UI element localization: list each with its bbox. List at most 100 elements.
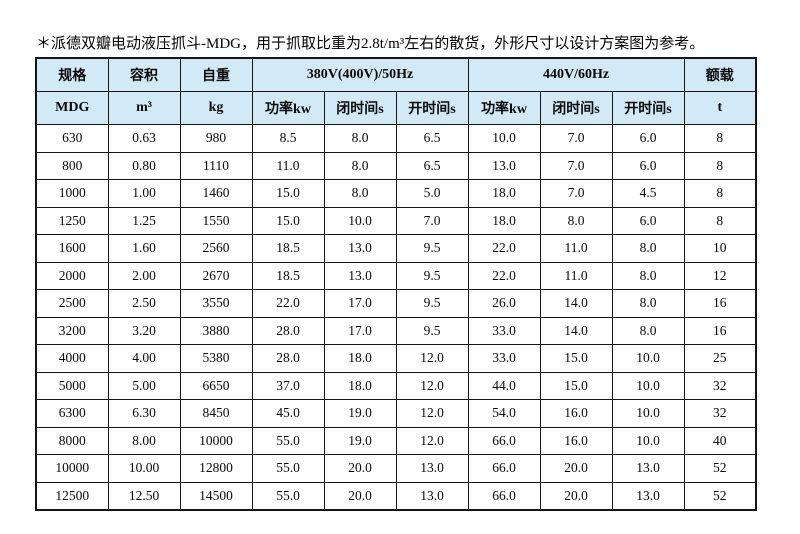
table-cell: 10.00: [107, 454, 181, 483]
table-cell: 33.0: [467, 344, 541, 373]
table-cell: 20.0: [539, 454, 613, 483]
table-cell: 11.0: [539, 261, 613, 290]
table-cell: 1.60: [107, 234, 181, 263]
table-row: 800 0.80 1110 11.0 8.0 6.5 13.0 7.0 6.0 8: [35, 151, 757, 180]
table-cell: 26.0: [467, 289, 541, 318]
table-cell: 55.0: [251, 481, 325, 511]
table-cell: 8.0: [323, 151, 397, 180]
table-cell: 15.0: [251, 206, 325, 235]
table-cell: 17.0: [323, 316, 397, 345]
table-cell: 7.0: [539, 179, 613, 208]
page-title: ＊派德双瓣电动液压抓斗-MDG，用于抓取比重为2.8t/m³左右的散货，外形尺寸…: [36, 36, 705, 52]
table-cell: 1000: [35, 179, 109, 208]
table-cell: 22.0: [467, 234, 541, 263]
table-cell: 20.0: [323, 481, 397, 511]
subheader-power-60hz: 功率kw: [467, 91, 541, 125]
table-cell: 13.0: [611, 454, 685, 483]
table-header: 规格 容积 自重 380V(400V)/50Hz 440V/60Hz 额载 MD…: [35, 57, 757, 125]
table-cell: 1110: [179, 151, 253, 180]
table-cell: 15.0: [539, 371, 613, 400]
table-cell: 2.50: [107, 289, 181, 318]
subheader-close-time-60hz: 闭时间s: [539, 91, 613, 125]
table-cell: 2560: [179, 234, 253, 263]
table-row: 4000 4.00 5380 28.0 18.0 12.0 33.0 15.0 10.0 25: [35, 344, 757, 373]
table-cell: 4000: [35, 344, 109, 373]
table-cell: 10.0: [467, 124, 541, 153]
table-cell: 8.0: [611, 289, 685, 318]
table-cell: 1600: [35, 234, 109, 263]
table-cell: 8.0: [611, 316, 685, 345]
table-cell: 14.0: [539, 289, 613, 318]
table-cell: 44.0: [467, 371, 541, 400]
table-row: 10000 10.00 12800 55.0 20.0 13.0 66.0 20.0 13.0 5…: [35, 454, 757, 483]
table-cell: 4.00: [107, 344, 181, 373]
table-cell: 8.5: [251, 124, 325, 153]
header-spec: 规格: [35, 57, 109, 92]
table-cell: 8.0: [611, 261, 685, 290]
table-cell: 10: [683, 234, 757, 263]
table-cell: 13.0: [323, 261, 397, 290]
table-cell: 980: [179, 124, 253, 153]
table-row: 3200 3.20 3880 28.0 17.0 9.5 33.0 14.0 8.0 16: [35, 316, 757, 345]
table-cell: 22.0: [467, 261, 541, 290]
table-cell: 8000: [35, 426, 109, 455]
table-cell: 1550: [179, 206, 253, 235]
table-cell: 8.0: [611, 234, 685, 263]
table-cell: 2670: [179, 261, 253, 290]
table-cell: 15.0: [251, 179, 325, 208]
table-cell: 3.20: [107, 316, 181, 345]
table-cell: 17.0: [323, 289, 397, 318]
table-cell: 18.0: [323, 371, 397, 400]
table-cell: 1460: [179, 179, 253, 208]
subheader-close-time-50hz: 闭时间s: [323, 91, 397, 125]
table-cell: 10.0: [611, 426, 685, 455]
table-cell: 28.0: [251, 344, 325, 373]
table-cell: 7.0: [539, 124, 613, 153]
table-cell: 11.0: [539, 234, 613, 263]
table-cell: 8.0: [323, 179, 397, 208]
table-cell: 6300: [35, 399, 109, 428]
table-cell: 6650: [179, 371, 253, 400]
table-cell: 16: [683, 316, 757, 345]
table-cell: 13.0: [323, 234, 397, 263]
table-cell: 14.0: [539, 316, 613, 345]
table-cell: 630: [35, 124, 109, 153]
table-cell: 2500: [35, 289, 109, 318]
table-cell: 55.0: [251, 454, 325, 483]
header-unit-row: MDG m³ kg 功率kw 闭时间s 开时间s 功率kw 闭时间s 开时间s …: [35, 91, 757, 125]
table-cell: 18.5: [251, 261, 325, 290]
table-cell: 22.0: [251, 289, 325, 318]
table-cell: 20.0: [323, 454, 397, 483]
table-cell: 8.0: [539, 206, 613, 235]
table-cell: 1.25: [107, 206, 181, 235]
table-cell: 32: [683, 399, 757, 428]
table-cell: 8450: [179, 399, 253, 428]
table-cell: 10000: [35, 454, 109, 483]
table-row: 5000 5.00 6650 37.0 18.0 12.0 44.0 15.0 10.0 32: [35, 371, 757, 400]
table-cell: 54.0: [467, 399, 541, 428]
table-row: 6300 6.30 8450 45.0 19.0 12.0 54.0 16.0 10.0 32: [35, 399, 757, 428]
table-cell: 3550: [179, 289, 253, 318]
table-row: 1000 1.00 1460 15.0 8.0 5.0 18.0 7.0 4.5 8: [35, 179, 757, 208]
spec-table: 规格 容积 自重 380V(400V)/50Hz 440V/60Hz 额载 MD…: [35, 57, 758, 511]
table-cell: 66.0: [467, 454, 541, 483]
table-cell: 7.0: [395, 206, 469, 235]
table-cell: 12: [683, 261, 757, 290]
table-cell: 18.0: [323, 344, 397, 373]
table-cell: 9.5: [395, 261, 469, 290]
table-cell: 18.0: [467, 179, 541, 208]
table-cell: 19.0: [323, 426, 397, 455]
table-cell: 13.0: [395, 481, 469, 511]
table-cell: 10000: [179, 426, 253, 455]
subheader-t: t: [683, 91, 757, 125]
table-cell: 52: [683, 454, 757, 483]
table-cell: 6.0: [611, 124, 685, 153]
header-group-50hz: 380V(400V)/50Hz: [251, 57, 469, 92]
table-cell: 5.0: [395, 179, 469, 208]
table-cell: 5000: [35, 371, 109, 400]
table-cell: 6.5: [395, 124, 469, 153]
header-weight: 自重: [179, 57, 253, 92]
table-cell: 12800: [179, 454, 253, 483]
table-cell: 66.0: [467, 426, 541, 455]
